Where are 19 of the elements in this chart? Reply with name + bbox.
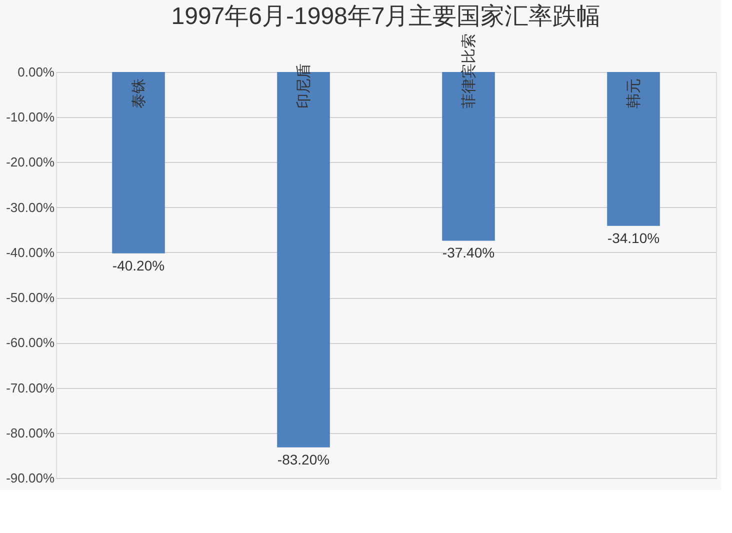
y-tick-label: -90.00% <box>6 470 55 486</box>
x-tick-label: 菲律宾比索 <box>460 34 478 108</box>
y-tick-label: -50.00% <box>6 290 55 306</box>
y-tick-label: 0.00% <box>18 64 55 80</box>
y-tick-label: -30.00% <box>6 200 55 215</box>
y-tick-label: -60.00% <box>6 335 55 350</box>
x-tick-label: 韩元 <box>626 78 642 108</box>
data-label: -37.40% <box>442 244 495 261</box>
x-tick-label: 泰铢 <box>130 78 148 108</box>
chart-title: 1997年6月-1998年7月主要国家汇率跌幅 <box>171 3 601 30</box>
y-tick-label: -40.00% <box>6 244 55 260</box>
y-tick-label: -20.00% <box>6 154 55 170</box>
y-tick-label: -70.00% <box>6 380 55 396</box>
data-label: -40.20% <box>112 257 165 274</box>
data-label: -34.10% <box>607 230 660 246</box>
x-tick-label: 印尼盾 <box>296 64 312 108</box>
y-tick-label: -10.00% <box>6 110 55 125</box>
data-label: -83.20% <box>277 451 330 468</box>
y-tick-label: -80.00% <box>6 425 55 440</box>
